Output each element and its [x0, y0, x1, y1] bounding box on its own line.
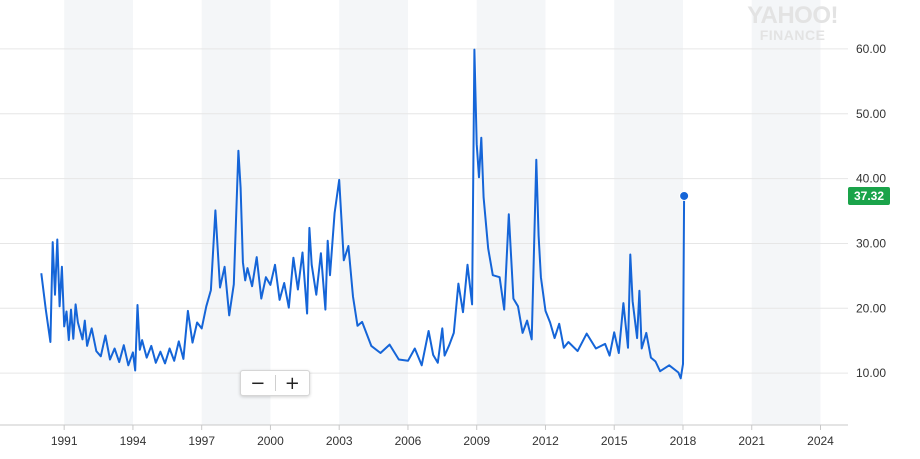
yahoo-finance-logo: YAHOO! FINANCE — [747, 2, 838, 43]
y-tick-label: 10.00 — [856, 366, 886, 380]
y-axis-ticks: 10.00 20.00 30.00 40.00 50.00 60.00 — [856, 42, 886, 380]
zoom-out-button[interactable]: − — [250, 372, 266, 394]
last-point-marker[interactable] — [679, 190, 690, 201]
zoom-divider — [274, 375, 276, 391]
series-line[interactable] — [40, 48, 686, 380]
y-tick-label: 60.00 — [856, 42, 886, 56]
x-tick-label: 2012 — [532, 434, 559, 448]
y-tick-label: 50.00 — [856, 107, 886, 121]
grid-lines — [0, 48, 848, 374]
year-band — [339, 0, 408, 425]
x-tick-label: 1997 — [188, 434, 215, 448]
x-tick-label: 2015 — [601, 434, 628, 448]
x-tick-label: 1991 — [51, 434, 78, 448]
x-tick-label: 2018 — [670, 434, 697, 448]
x-tick-label: 2021 — [738, 434, 765, 448]
year-band — [614, 0, 683, 425]
logo-line2: FINANCE — [759, 27, 826, 43]
y-tick-label: 20.00 — [856, 301, 886, 315]
y-tick-label: 40.00 — [856, 172, 886, 186]
y-tick-label: 30.00 — [856, 236, 886, 250]
logo-line1: YAHOO! — [747, 2, 838, 29]
x-tick-label: 1994 — [120, 434, 147, 448]
x-tick-label: 2000 — [257, 434, 284, 448]
last-value-label: 37.32 — [848, 186, 890, 205]
year-bands — [64, 0, 821, 425]
year-band — [751, 0, 821, 425]
zoom-in-button[interactable]: + — [284, 372, 300, 394]
zoom-control: − + — [240, 370, 310, 396]
x-tick-label: 2006 — [395, 434, 422, 448]
x-tick-label: 2009 — [463, 434, 490, 448]
year-band — [64, 0, 133, 425]
x-axis-ticks: 1991 1994 1997 2000 2003 2006 2009 2012 2015 2018… — [51, 425, 834, 448]
x-tick-label: 2003 — [326, 434, 353, 448]
x-tick-label: 2024 — [807, 434, 834, 448]
